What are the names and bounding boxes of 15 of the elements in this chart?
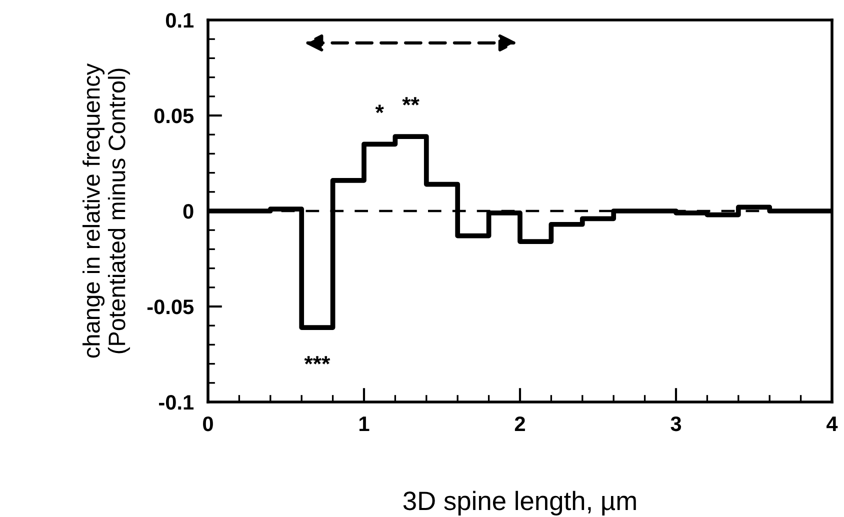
x-tick-label: 3 [670,416,682,432]
y-axis-title: change in relative frequency (Potentiated minus Control) [82,63,130,358]
x-tick-label: 4 [826,416,838,431]
x-tick-label: 2 [514,416,525,431]
annotation: ** [402,97,420,106]
y-tick-label: -0.1 [159,395,194,410]
x-axis-title: 3D spine length, µm [403,490,636,516]
annotation: *** [304,356,330,364]
y-tick-label: 0.1 [166,13,194,28]
y-tick-label: 0 [183,204,194,219]
x-tick-label: 0 [203,416,213,432]
y-tick-label: 0.05 [154,108,194,124]
x-tick-label: 1 [360,416,370,431]
annotation: * [375,104,384,114]
y-tick-label: -0.05 [147,300,194,314]
